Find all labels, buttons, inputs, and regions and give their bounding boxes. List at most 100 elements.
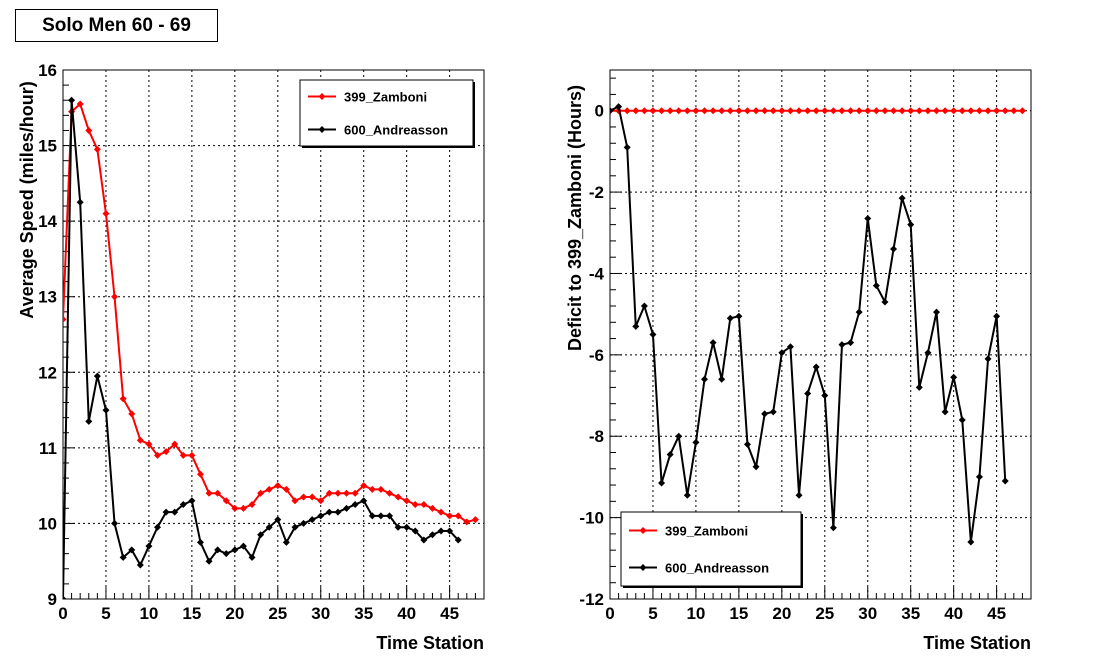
y-tick-label: 15 <box>38 137 57 156</box>
data-point <box>786 343 794 351</box>
data-point <box>1010 107 1018 115</box>
data-point <box>248 553 256 561</box>
data-point <box>623 143 631 151</box>
data-point <box>838 341 846 349</box>
x-tick-label: 35 <box>901 604 920 623</box>
data-point <box>300 493 308 501</box>
data-point <box>128 546 136 554</box>
data-point <box>735 107 743 115</box>
legend-label: 600_Andreasson <box>665 561 769 576</box>
data-point <box>701 375 709 383</box>
data-point <box>145 542 153 550</box>
data-point <box>291 523 299 531</box>
data-point <box>76 198 84 206</box>
data-point <box>743 440 751 448</box>
data-point <box>385 512 393 520</box>
data-point <box>967 538 975 546</box>
data-point <box>282 485 290 493</box>
legend-swatch-marker <box>639 527 647 534</box>
legend-label: 600_Andreasson <box>344 123 448 138</box>
data-point <box>351 501 359 509</box>
data-point <box>924 107 932 115</box>
data-point <box>993 107 1001 115</box>
y-tick-label: 14 <box>38 212 57 231</box>
data-point <box>317 512 325 520</box>
y-tick-label: -6 <box>589 346 604 365</box>
data-point <box>958 416 966 424</box>
x-tick-label: 25 <box>815 604 834 623</box>
grid-lines <box>63 70 484 599</box>
data-point <box>675 107 683 115</box>
x-tick-label: 5 <box>648 604 657 623</box>
data-point <box>683 107 691 115</box>
data-point <box>171 508 179 516</box>
series-600_Andreasson <box>610 103 1009 546</box>
data-point <box>718 107 726 115</box>
data-point <box>360 482 368 490</box>
data-point <box>847 339 855 347</box>
data-point <box>632 322 640 330</box>
data-point <box>1001 477 1009 485</box>
data-point <box>692 107 700 115</box>
data-point <box>761 107 769 115</box>
data-point <box>154 523 162 531</box>
y-tick-label: -4 <box>589 264 605 283</box>
x-tick-label: 0 <box>605 604 614 623</box>
data-point <box>428 504 436 512</box>
data-point <box>420 501 428 509</box>
legend-label: 399_Zamboni <box>344 90 427 105</box>
data-point <box>446 512 454 520</box>
data-point <box>102 406 110 414</box>
data-point <box>812 107 820 115</box>
data-point <box>291 497 299 505</box>
legend-box <box>299 79 474 147</box>
data-point <box>93 145 101 153</box>
data-point <box>76 100 84 108</box>
data-point <box>752 463 760 471</box>
legend: 399_Zamboni 600_Andreasson <box>620 511 803 588</box>
data-point <box>111 293 119 301</box>
x-tick-label: 40 <box>944 604 963 623</box>
data-point <box>403 497 411 505</box>
y-tick-label: -8 <box>589 427 604 446</box>
x-tick-label: 15 <box>182 604 201 623</box>
data-point <box>718 375 726 383</box>
data-point <box>136 436 144 444</box>
data-point <box>804 107 812 115</box>
x-tick-label: 10 <box>686 604 705 623</box>
data-point <box>222 550 230 558</box>
data-point <box>403 523 411 531</box>
data-point <box>360 497 368 505</box>
data-point <box>649 107 657 115</box>
data-point <box>726 314 734 322</box>
data-point <box>385 489 393 497</box>
data-point <box>428 531 436 539</box>
data-point <box>325 489 333 497</box>
data-point <box>924 349 932 357</box>
data-point <box>136 561 144 569</box>
data-point <box>102 210 110 218</box>
x-tick-label: 25 <box>268 604 287 623</box>
x-tick-label: 0 <box>58 604 67 623</box>
data-point <box>666 107 674 115</box>
data-point <box>683 491 691 499</box>
data-point <box>411 527 419 535</box>
data-point <box>890 245 898 253</box>
data-point <box>63 315 67 323</box>
data-point <box>950 107 958 115</box>
data-point <box>377 512 385 520</box>
data-point <box>658 107 666 115</box>
left-plot: 0 5 10 15 20 25 30 35 40 45 9 10 11 12 13 14 15 16 Time St… <box>17 61 485 653</box>
data-point <box>334 489 342 497</box>
series-600_Andreasson <box>63 96 462 599</box>
plot-frame <box>62 69 485 600</box>
data-point <box>855 107 863 115</box>
series-line <box>63 102 476 524</box>
y-tick-label: 9 <box>48 590 57 609</box>
data-point <box>154 451 162 459</box>
data-point <box>145 440 153 448</box>
data-point <box>274 482 282 490</box>
data-point <box>300 519 308 527</box>
data-point <box>941 408 949 416</box>
data-point <box>692 438 700 446</box>
